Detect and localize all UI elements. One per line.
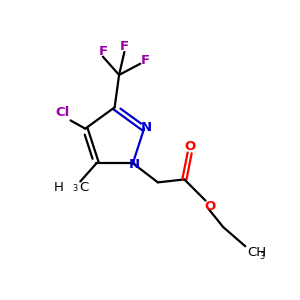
- Text: O: O: [204, 200, 216, 213]
- Text: H: H: [54, 182, 64, 194]
- Text: N: N: [141, 121, 152, 134]
- Text: F: F: [98, 45, 107, 58]
- Text: $_3$: $_3$: [72, 182, 79, 194]
- Text: CH: CH: [247, 246, 266, 259]
- Text: Cl: Cl: [56, 106, 70, 119]
- Text: N: N: [129, 158, 140, 171]
- Text: O: O: [184, 140, 196, 153]
- Text: F: F: [141, 54, 150, 67]
- Text: $_3$: $_3$: [259, 249, 266, 262]
- Text: F: F: [120, 40, 129, 53]
- Text: C: C: [79, 182, 88, 194]
